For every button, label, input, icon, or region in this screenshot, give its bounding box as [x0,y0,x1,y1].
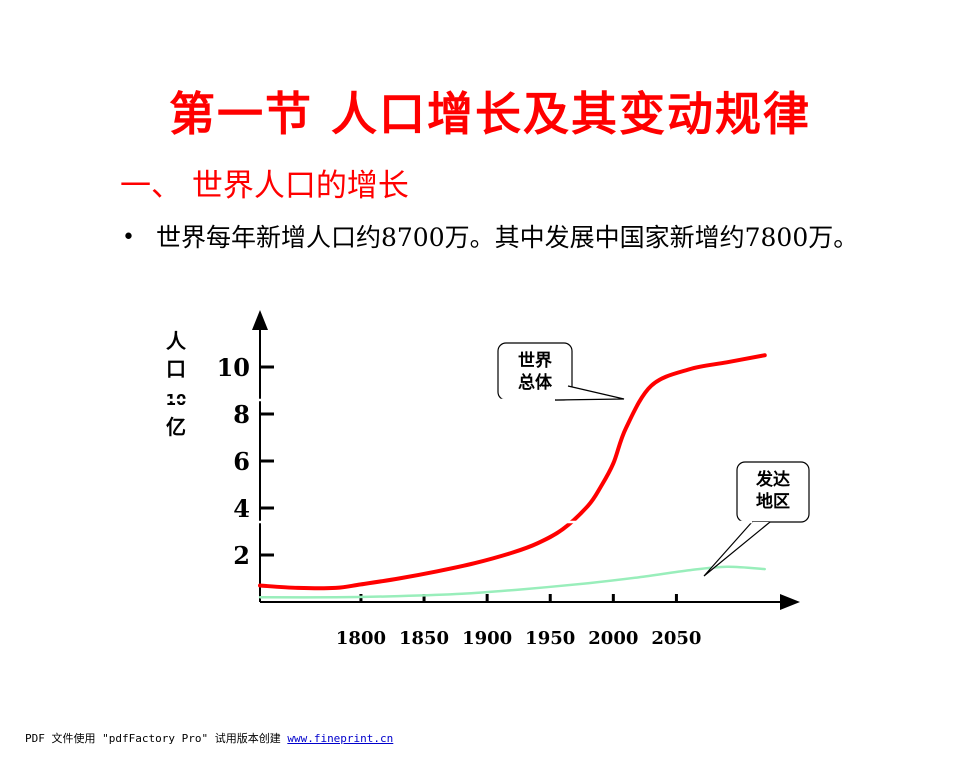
bullet-point: • 世界每年新增人口约8700万。其中发展中国家新增约7800万。 [122,222,862,253]
x-tick-label: 2050 [651,628,701,649]
y-tick-label: 4 [233,494,250,523]
y-tick-label: 2 [233,541,250,570]
y-axis-label-char: 口 [166,357,186,381]
footer-link[interactable]: www.fineprint.cn [287,732,394,745]
callout-world-pointer [554,385,625,401]
callout-developed-box [736,461,810,523]
y-tick-label: 6 [233,447,250,476]
x-tick-label: 1900 [462,628,512,649]
slide-title: 第一节 人口增长及其变动规律 [168,87,811,141]
x-tick-label: 1950 [525,628,575,649]
bullet-text: 世界每年新增人口约8700万。其中发展中国家新增约7800万。 [156,223,859,252]
footer: PDF 文件使用 "pdfFactory Pro" 试用版本创建 www.fin… [25,730,393,746]
y-tick-label: 8 [233,400,250,429]
x-tick-label: 1850 [399,628,449,649]
x-tick-label: 2000 [588,628,638,649]
series-line-world [258,353,767,591]
series-line-developed [258,565,767,599]
x-tick-label: 1800 [336,628,386,649]
section-subtitle: 一、 世界人口的增长 [120,168,409,204]
callout-world-label: 总体 [518,372,553,393]
callout-developed-pointer [703,521,771,577]
footer-text: PDF 文件使用 "pdfFactory Pro" 试用版本创建 [25,732,288,745]
chart-series [258,353,767,599]
y-axis-label-char: 亿 [166,415,186,439]
callout-developed-label: 地区 [756,491,790,512]
callout-developed-label: 发达 [755,469,790,490]
y-axis-label-char: 人 [166,329,187,353]
y-tick-label: 10 [217,353,250,382]
callout-world-label: 世界 [518,351,552,371]
bullet-dot-icon: • [122,225,135,250]
